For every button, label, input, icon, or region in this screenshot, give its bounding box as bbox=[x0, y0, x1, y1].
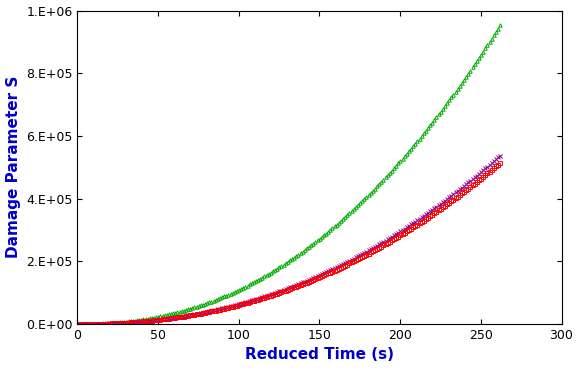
X-axis label: Reduced Time (s): Reduced Time (s) bbox=[245, 347, 394, 362]
Y-axis label: Damage Parameter S: Damage Parameter S bbox=[6, 76, 21, 258]
